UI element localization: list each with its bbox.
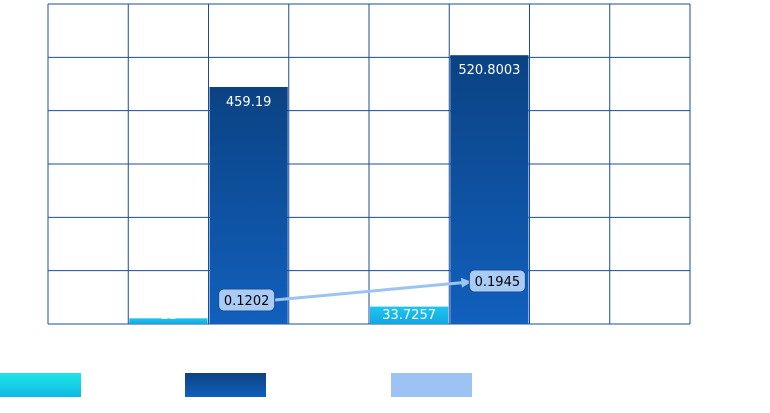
data-label: 520.8003: [458, 63, 520, 78]
annotation-label-from: 0.1202: [224, 294, 270, 309]
annotation-label-to: 0.1945: [475, 275, 521, 290]
legend: [0, 373, 472, 397]
bar: [370, 306, 449, 324]
annotation: 0.1202 0.1945: [218, 269, 526, 312]
data-label: 459.19: [226, 95, 272, 110]
annotation-box-to: [468, 269, 526, 293]
grid: [47, 3, 691, 325]
legend-swatch: [0, 373, 81, 397]
data-label: 33.7257: [382, 308, 436, 323]
data-label: 11: [160, 308, 177, 323]
legend-swatch: [391, 373, 472, 397]
bar: [209, 86, 288, 324]
annotation-box-from: [218, 288, 276, 312]
legend-swatch: [185, 373, 266, 397]
bars: 11 33.7257 459.19 520.8003: [129, 55, 529, 325]
bar: [129, 318, 208, 324]
annotation-arrow: [274, 277, 472, 302]
